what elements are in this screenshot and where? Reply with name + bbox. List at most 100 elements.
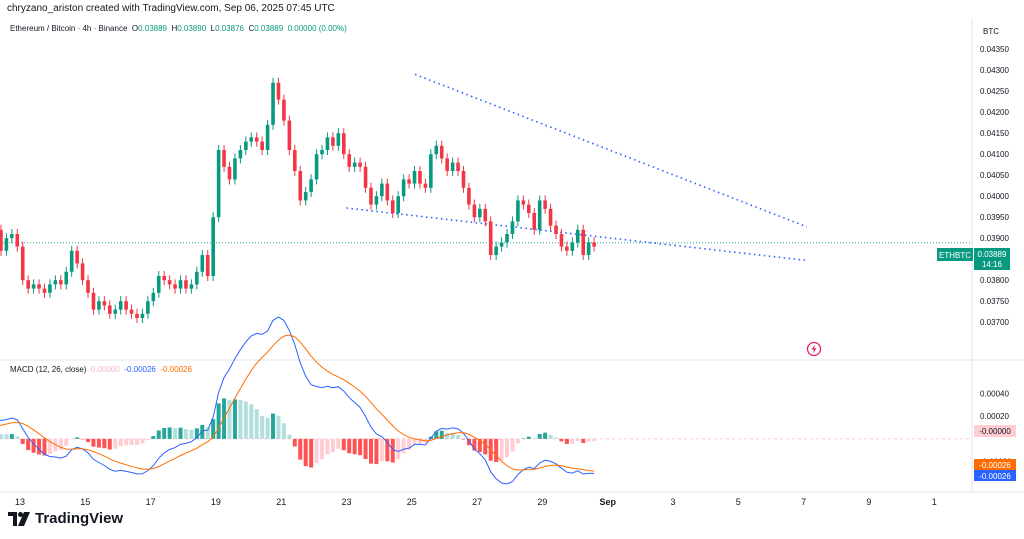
macd-hist-bar xyxy=(173,428,178,439)
macd-hist-bar xyxy=(69,438,74,440)
candle-body xyxy=(249,137,254,142)
trendline xyxy=(414,73,808,228)
candle-body xyxy=(526,204,531,213)
candle-body xyxy=(195,271,199,285)
candle-body xyxy=(554,225,558,234)
candle-body xyxy=(516,200,520,222)
axis-tags: ETHBTC 0.03889 14:16 -0.00000 -0.00026 -… xyxy=(937,248,1016,481)
lightning-icon[interactable] xyxy=(806,341,822,357)
low-label: L xyxy=(210,24,216,33)
candle-body xyxy=(488,221,493,255)
price-tick-label: 0.04250 xyxy=(980,87,1009,96)
candle-body xyxy=(320,150,324,155)
candle-body xyxy=(358,162,362,167)
macd-legend[interactable]: MACD (12, 26, close) 0.00000 -0.00026 -0… xyxy=(10,365,192,374)
candle-body xyxy=(91,292,96,310)
macd-hist-bar xyxy=(200,425,205,439)
macd-hist-bar xyxy=(532,438,537,439)
candle-body xyxy=(140,313,145,318)
candle-body xyxy=(53,280,58,285)
macd-tag: -0.00026 xyxy=(979,472,1011,481)
candle-body xyxy=(162,276,167,281)
macd-hist-bar xyxy=(47,438,52,454)
macd-hist-bar xyxy=(548,434,553,439)
macd-hist-bar xyxy=(178,427,183,439)
candle-body xyxy=(293,150,297,171)
macd-hist-bar xyxy=(543,432,548,439)
candle-body xyxy=(244,141,248,150)
candle-body xyxy=(271,82,275,125)
candle-body xyxy=(102,301,107,306)
candle-body xyxy=(178,280,183,289)
candle-body xyxy=(59,280,63,285)
price-tick-label: 0.04350 xyxy=(980,45,1009,54)
macd-hist-bar xyxy=(352,438,357,455)
macd-hist-bar xyxy=(167,427,172,439)
hist-tag-bg xyxy=(974,425,1016,437)
candle-body xyxy=(26,280,30,289)
time-tick-label: 5 xyxy=(736,497,741,507)
macd-name[interactable]: MACD (12, 26, close) xyxy=(10,365,87,374)
tradingview-logo-text: TradingView xyxy=(35,510,124,527)
macd-hist-bar xyxy=(113,438,118,449)
macd-hist-bar xyxy=(526,436,531,439)
candle-body xyxy=(434,145,439,155)
time-tick-label: 3 xyxy=(670,497,675,507)
candle-body xyxy=(314,154,319,180)
candle-body xyxy=(64,271,69,285)
macd-hist-bar xyxy=(183,429,188,439)
price-tick-label: 0.04000 xyxy=(980,192,1009,201)
candle-body xyxy=(216,150,221,218)
candle-body xyxy=(238,150,243,159)
candle-body xyxy=(510,221,515,234)
candle-body xyxy=(282,99,286,121)
symbol-name[interactable]: Ethereum / Bitcoin · 4h · Binance xyxy=(10,24,128,33)
candle-body xyxy=(48,284,52,293)
macd-hist-bar xyxy=(107,438,112,450)
macd-hist-bar xyxy=(287,434,292,439)
candles[interactable] xyxy=(0,77,596,324)
macd-hist-bar xyxy=(205,427,210,439)
time-tick-label: 13 xyxy=(15,497,25,507)
candle-body xyxy=(227,166,232,180)
candle-body xyxy=(118,301,123,310)
trendlines[interactable] xyxy=(346,73,808,262)
macd-hist-bar xyxy=(134,438,139,445)
candle-body xyxy=(298,171,303,201)
macd-hist-bar xyxy=(396,438,401,460)
currency-label[interactable]: BTC xyxy=(983,27,999,36)
candle-body xyxy=(97,301,101,310)
candle-body xyxy=(586,242,591,255)
macd-hist-bar xyxy=(461,438,466,440)
macd-hist-bar xyxy=(439,430,444,439)
price-tag: 0.03889 xyxy=(978,250,1007,259)
candle-body xyxy=(592,242,596,247)
macd-pane[interactable] xyxy=(0,316,970,485)
macd-hist-bar xyxy=(586,438,591,442)
symbol-legend[interactable]: Ethereum / Bitcoin · 4h · Binance O0.038… xyxy=(10,24,347,33)
macd-hist-bar xyxy=(374,438,379,465)
high-value: 0.03890 xyxy=(177,24,207,33)
macd-hist-bar xyxy=(564,438,569,445)
candle-body xyxy=(336,133,341,146)
time-tick-label: 19 xyxy=(211,497,221,507)
macd-hist-bar xyxy=(0,434,3,439)
candle-body xyxy=(325,137,330,150)
price-tag-bg xyxy=(974,248,1010,270)
macd-hist-bar xyxy=(15,436,20,439)
macd-hist-bar xyxy=(102,438,107,449)
close-value: 0.03889 xyxy=(254,24,284,33)
macd-hist-bar xyxy=(243,401,248,439)
change-value: 0.00000 (0.00%) xyxy=(287,24,347,33)
time-tick-label: Sep xyxy=(599,497,616,507)
candle-body xyxy=(167,280,172,285)
candle-body xyxy=(265,124,270,150)
macd-hist-bar xyxy=(4,434,9,439)
macd-hist-bar xyxy=(31,438,36,453)
time-axis[interactable]: 13 15 17 19 21 23 25 27 29 Sep 3 5 7 9 1 xyxy=(15,497,937,507)
price-tick-label: 0.03750 xyxy=(980,297,1009,306)
candle-body xyxy=(374,196,379,205)
macd-hist-bar xyxy=(554,437,559,439)
macd-hist-bar xyxy=(314,438,319,464)
